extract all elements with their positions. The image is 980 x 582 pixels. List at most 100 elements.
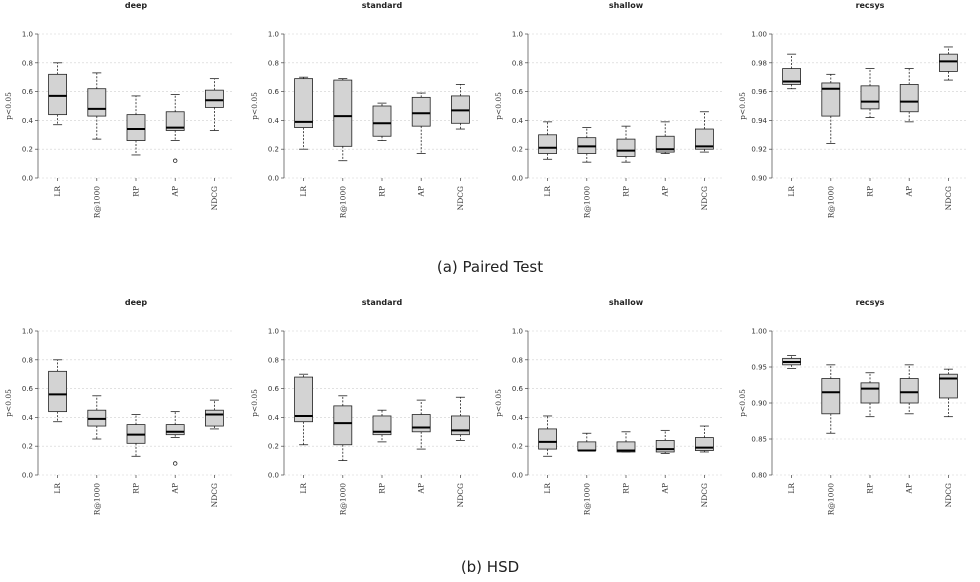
chart-title: recsys (856, 1, 885, 10)
x-tick-label: RP (866, 186, 875, 197)
y-tick-label: 1.0 (268, 31, 279, 39)
box-iqr (939, 373, 958, 399)
box-iqr (204, 409, 224, 427)
y-tick-label: 1.0 (512, 31, 523, 39)
y-tick-label: 0.6 (268, 88, 280, 96)
chart-panel: shallow 0.0 0.2 0.4 0.6 0.8 1.0 p<0.05 LR R@1000 R… (494, 1, 724, 218)
box-iqr (860, 382, 880, 404)
x-tick-label: LR (543, 186, 552, 197)
box-iqr (48, 370, 67, 413)
x-tick-label: LR (299, 186, 308, 197)
box-iqr (538, 428, 557, 450)
x-tick-label: RP (132, 186, 141, 197)
chart-panel: deep 0.0 0.2 0.4 0.6 0.8 1.0 p<0.05 LR R@1000 RP AP… (4, 1, 234, 218)
chart-panel: recsys 0.90 0.92 0.94 0.96 0.98 1.00 p<0.05 LR R@… (738, 1, 968, 218)
box-iqr (577, 441, 597, 451)
y-tick-label: 0.8 (512, 356, 523, 364)
y-tick-label: 0.0 (268, 472, 279, 480)
box-iqr (538, 134, 557, 154)
chart-panel: standard 0.0 0.2 0.4 0.6 0.8 1.0 p<0.05 LR R@1000… (250, 298, 480, 515)
y-tick-label: 1.0 (268, 328, 279, 336)
box-iqr (821, 378, 841, 415)
x-tick-label: R@1000 (826, 483, 835, 515)
x-tick-label: LR (543, 483, 552, 494)
y-tick-label: 0.8 (22, 356, 33, 364)
chart-title: deep (125, 298, 148, 307)
y-axis-label: p<0.05 (738, 92, 747, 120)
x-tick-label: NDCG (456, 483, 465, 507)
chart-panel: recsys 0.80 0.85 0.90 0.95 1.00 p<0.05 LR R@1000… (738, 298, 968, 515)
box-iqr (655, 440, 675, 453)
y-tick-label: 0.80 (751, 472, 767, 480)
x-tick-label: R@1000 (582, 186, 591, 218)
y-tick-label: 0.8 (268, 59, 279, 67)
y-tick-label: 0.0 (512, 175, 523, 183)
box-iqr (165, 111, 185, 131)
x-tick-label: RP (378, 483, 387, 494)
box-iqr (655, 135, 675, 153)
box-iqr (782, 68, 801, 85)
y-tick-label: 1.0 (22, 328, 33, 336)
box-iqr (616, 138, 636, 157)
y-tick-label: 0.4 (512, 117, 524, 125)
box-iqr (165, 424, 185, 436)
x-tick-label: NDCG (700, 483, 709, 507)
chart-panel: shallow 0.0 0.2 0.4 0.6 0.8 1.0 p<0.05 LR R@1000 R… (494, 298, 724, 515)
box-iqr (821, 82, 841, 117)
y-tick-label: 0.2 (268, 443, 279, 451)
chart-panel: deep 0.0 0.2 0.4 0.6 0.8 1.0 p<0.05 LR R@1000 RP AP… (4, 298, 234, 515)
box-iqr (204, 89, 224, 108)
chart-panel: standard 0.0 0.2 0.4 0.6 0.8 1.0 p<0.05 LR R@1000… (250, 1, 480, 218)
y-axis-label: p<0.05 (494, 389, 503, 417)
x-tick-label: RP (622, 483, 631, 494)
y-tick-label: 0.95 (751, 364, 767, 372)
y-tick-label: 0.85 (751, 436, 767, 444)
chart-title: standard (362, 298, 403, 307)
x-tick-label: AP (905, 483, 914, 494)
chart-title: standard (362, 1, 403, 10)
y-tick-label: 0.2 (512, 443, 523, 451)
y-tick-label: 0.8 (22, 59, 33, 67)
y-axis-label: p<0.05 (4, 389, 13, 417)
box-iqr (695, 128, 714, 150)
x-tick-label: LR (53, 483, 62, 494)
charts-layer: deep 0.0 0.2 0.4 0.6 0.8 1.0 p<0.05 LR R@1000 RP AP… (4, 1, 968, 515)
y-tick-label: 0.0 (22, 175, 33, 183)
box-iqr (899, 378, 919, 404)
y-tick-label: 0.90 (751, 400, 767, 408)
x-tick-label: LR (787, 186, 796, 197)
y-tick-label: 0.6 (22, 385, 34, 393)
box-iqr (411, 96, 431, 127)
y-tick-label: 0.98 (751, 59, 767, 67)
x-tick-label: R@1000 (338, 483, 347, 515)
y-tick-label: 1.0 (22, 31, 33, 39)
box-iqr (48, 73, 67, 116)
box-iqr (126, 114, 146, 141)
x-tick-label: NDCG (456, 186, 465, 210)
y-tick-label: 1.0 (512, 328, 523, 336)
y-tick-label: 0.8 (268, 356, 279, 364)
x-tick-label: RP (132, 483, 141, 494)
caption-a: (a) Paired Test (437, 258, 543, 276)
x-tick-label: AP (661, 483, 670, 494)
x-tick-label: NDCG (944, 186, 953, 210)
chart-title: deep (125, 1, 148, 10)
box-iqr (860, 85, 880, 110)
x-tick-label: AP (661, 186, 670, 197)
y-tick-label: 0.90 (751, 175, 767, 183)
box-iqr (333, 79, 353, 147)
x-tick-label: NDCG (210, 186, 219, 210)
y-axis-label: p<0.05 (4, 92, 13, 120)
x-tick-label: LR (787, 483, 796, 494)
chart-title: shallow (609, 298, 644, 307)
y-tick-label: 0.6 (512, 385, 524, 393)
y-axis-label: p<0.05 (250, 389, 259, 417)
y-tick-label: 0.8 (512, 59, 523, 67)
outlier-point (172, 158, 178, 163)
y-tick-label: 0.6 (22, 88, 34, 96)
y-tick-label: 0.4 (268, 117, 280, 125)
y-tick-label: 0.96 (751, 88, 767, 96)
y-tick-label: 0.4 (22, 117, 34, 125)
x-tick-label: RP (622, 186, 631, 197)
